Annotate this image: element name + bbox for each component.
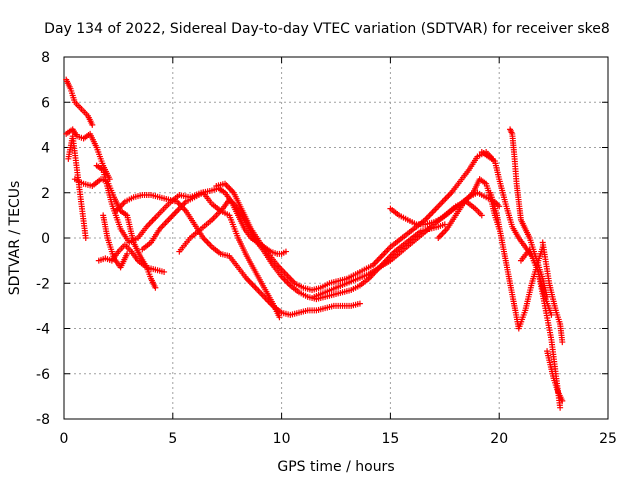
data-point [559, 339, 566, 346]
series-arc-2 [63, 126, 113, 183]
x-tick-label: 15 [381, 431, 399, 447]
x-tick-label: 5 [168, 431, 177, 447]
x-tick-label: 25 [599, 431, 617, 447]
y-axis-label: SDTVAR / TECUs [7, 181, 23, 296]
series-arc-6 [95, 241, 168, 275]
x-axis-tick-labels: 0 5 10 15 20 25 [60, 431, 617, 447]
data-point [559, 397, 566, 404]
y-axis-tick-labels: -8 -6 -4 -2 0 2 4 6 8 [36, 50, 50, 428]
data-point [89, 121, 96, 128]
data-point [544, 293, 551, 300]
y-tick-label: 2 [41, 186, 50, 202]
y-tick-label: -2 [36, 276, 50, 292]
chart-title: Day 134 of 2022, Sidereal Day-to-day VTE… [44, 21, 610, 37]
data-point [161, 268, 168, 275]
x-axis-label: GPS time / hours [277, 459, 394, 475]
data-point [276, 314, 283, 321]
y-tick-label: 8 [41, 50, 50, 66]
data-point [356, 300, 363, 307]
grid-lines [64, 57, 608, 419]
series-arc-13 [387, 189, 503, 228]
data-points [63, 76, 566, 411]
y-tick-label: 4 [41, 141, 50, 157]
series-arc-9 [139, 189, 283, 321]
x-tick-label: 20 [490, 431, 508, 447]
data-point [478, 212, 485, 219]
series-arc-16 [507, 126, 551, 300]
data-point [548, 311, 555, 318]
y-tick-label: 6 [41, 95, 50, 111]
data-point [557, 404, 564, 411]
axis-ticks [63, 56, 609, 420]
data-point [282, 248, 289, 255]
series-arc-7 [100, 212, 131, 271]
series-arc-19 [539, 239, 566, 346]
series-arc-11 [213, 149, 496, 294]
x-tick-label: 0 [60, 431, 69, 447]
y-tick-label: -8 [36, 412, 50, 428]
series-arc-1 [63, 76, 96, 128]
y-tick-label: -4 [36, 322, 50, 338]
y-tick-label: -6 [36, 367, 50, 383]
data-point [124, 250, 131, 257]
y-tick-label: 0 [41, 231, 50, 247]
series-arc-17 [487, 189, 546, 332]
data-point [441, 221, 448, 228]
x-tick-label: 10 [273, 431, 291, 447]
data-point [152, 284, 159, 291]
data-point [82, 235, 89, 241]
series-arc-20 [544, 348, 566, 404]
